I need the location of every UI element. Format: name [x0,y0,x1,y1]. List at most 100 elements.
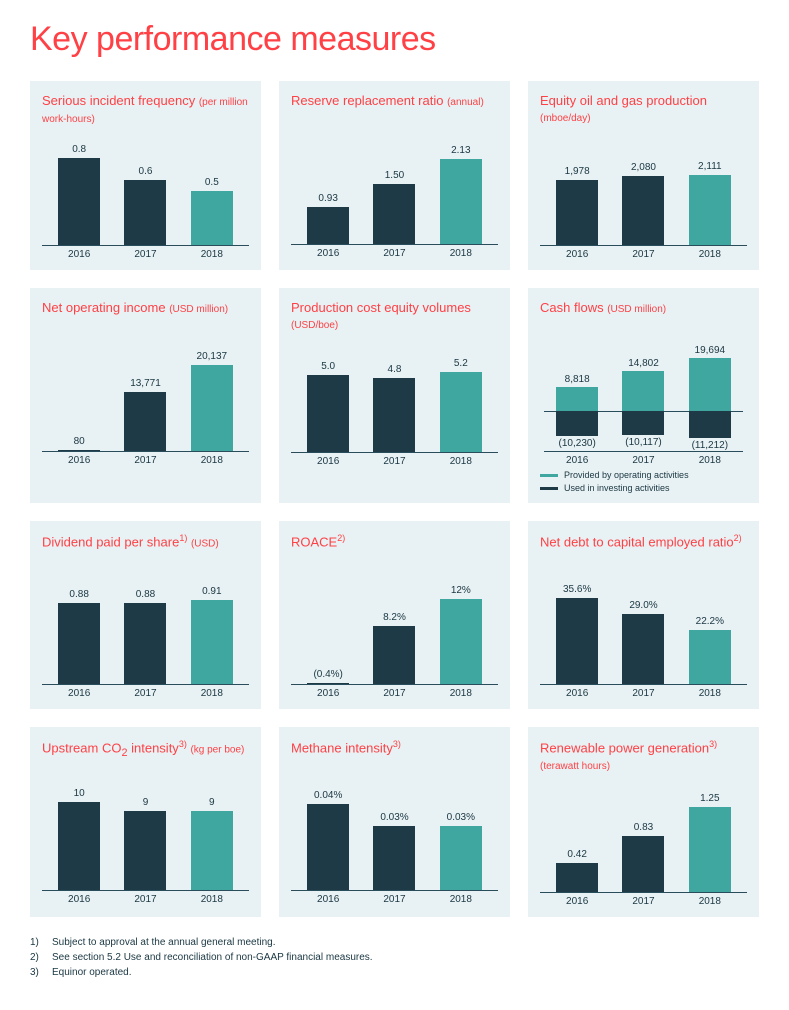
chart-card-renew: Renewable power generation3) (terawatt h… [528,727,759,917]
bar-value-label: 0.88 [69,589,88,600]
category-label: 2018 [179,894,245,905]
category-label: 2018 [677,896,743,907]
bar-value-label: 20,137 [197,351,228,362]
bar-col: 8,818 (10,230) [544,344,610,452]
category-label: 2018 [677,249,743,260]
bar-col: 5.0 [295,345,361,452]
bar-col: 14,802(10,117) [610,344,676,452]
category-label: 2018 [179,249,245,260]
chart-title: Methane intensity3) [291,739,498,771]
category-label: 2018 [428,456,494,467]
category-label: 2016 [46,894,112,905]
bar-value-label: 0.91 [202,586,221,597]
bar-rect [191,191,233,245]
category-labels: 201620172018 [540,685,747,699]
bar-value-label: (0.4%) [313,669,342,680]
chart-card-sif: Serious incident frequency (per million … [30,81,261,270]
category-label: 2017 [361,894,427,905]
category-label: 2018 [428,248,494,259]
chart-bars-area: 0.880.880.91 [42,577,249,685]
bar-rect [191,365,233,451]
bar-value-label: 19,694 [677,345,743,356]
bar-rect [124,603,166,684]
bar-value-label: 2,111 [698,161,722,172]
category-label: 2016 [46,455,112,466]
chart-title: Dividend paid per share1) (USD) [42,533,249,565]
legend: Provided by operating activitiesUsed in … [540,470,747,493]
category-label: 2017 [112,455,178,466]
chart-title: ROACE2) [291,533,498,565]
bar-value-label: 13,771 [130,378,161,389]
bar-rect [58,450,100,451]
bar-col: 0.6 [112,138,178,245]
category-label: 2016 [295,894,361,905]
chart-title: Net debt to capital employed ratio2) [540,533,747,565]
category-label: 2016 [544,896,610,907]
bar-col: 1.25 [677,785,743,892]
category-labels: 201620172018 [42,246,249,260]
bar-col: 1,978 [544,138,610,245]
chart-title: Cash flows (USD million) [540,300,747,332]
bar-col: 0.04% [295,783,361,890]
category-label: 2018 [179,455,245,466]
bar-col: 35.6% [544,577,610,684]
category-labels: 201620172018 [540,452,747,466]
bar-value-label: (11,212) [677,440,743,451]
bar-value-label: 0.03% [447,812,475,823]
category-label: 2017 [610,688,676,699]
category-label: 2018 [677,688,743,699]
bar-value-label: 1.50 [385,170,404,181]
bar-value-label: 35.6% [563,584,591,595]
bar-col: 2,080 [610,138,676,245]
footnote-text: Subject to approval at the annual genera… [52,935,276,950]
legend-swatch [540,487,558,490]
category-label: 2016 [544,688,610,699]
bar-rect [373,378,415,452]
category-label: 2018 [179,688,245,699]
bar-value-label: 5.0 [321,361,335,372]
bar-rect [58,802,100,890]
bar-rect [440,599,482,684]
bar-value-label: 9 [143,797,149,808]
bar-col: 13,771 [112,344,178,451]
bar-value-label: 8,818 [544,374,610,385]
chart-card-ndce: Net debt to capital employed ratio2) 35.6… [528,521,759,709]
chart-bars-area: 0.931.502.13 [291,137,498,245]
bar-value-label: 4.8 [388,364,402,375]
bar-value-label: 10 [74,788,85,799]
category-labels: 201620172018 [291,453,498,467]
bar-value-label: 12% [451,585,471,596]
bar-col: 0.03% [428,783,494,890]
bar-col: 29.0% [610,577,676,684]
category-label: 2016 [295,456,361,467]
bar-value-label: (10,117) [610,437,676,448]
chart-bars-area: 5.04.85.2 [291,345,498,453]
category-label: 2016 [46,249,112,260]
charts-grid: Serious incident frequency (per million … [30,81,759,917]
bar-value-label: 0.04% [314,790,342,801]
bar-rect [440,159,482,244]
chart-bars-area: 0.80.60.5 [42,138,249,246]
chart-title: Net operating income (USD million) [42,300,249,332]
category-label: 2017 [112,688,178,699]
bar-value-label: (10,230) [544,438,610,449]
bar-rect [556,598,598,684]
chart-card-cf: Cash flows (USD million) 8,818 (10,230)14,… [528,288,759,503]
chart-card-pcev: Production cost equity volumes (USD/boe)… [279,288,510,503]
bar-rect [58,158,100,245]
footnote: 3)Equinor operated. [30,965,759,980]
legend-label: Used in investing activities [564,483,670,493]
category-label: 2017 [361,248,427,259]
bar-rect [556,180,598,245]
bar-negative [689,411,731,438]
bar-col: 12% [428,577,494,684]
bar-rect [124,392,166,451]
chart-bars-area: 8013,77120,137 [42,344,249,452]
bar-value-label: 1.25 [700,793,719,804]
chart-card-div: Dividend paid per share1) (USD)0.880.880… [30,521,261,709]
category-label: 2017 [112,894,178,905]
bar-value-label: 29.0% [629,600,657,611]
bar-col: 8.2% [361,577,427,684]
category-label: 2018 [428,688,494,699]
bar-rect [689,630,731,684]
